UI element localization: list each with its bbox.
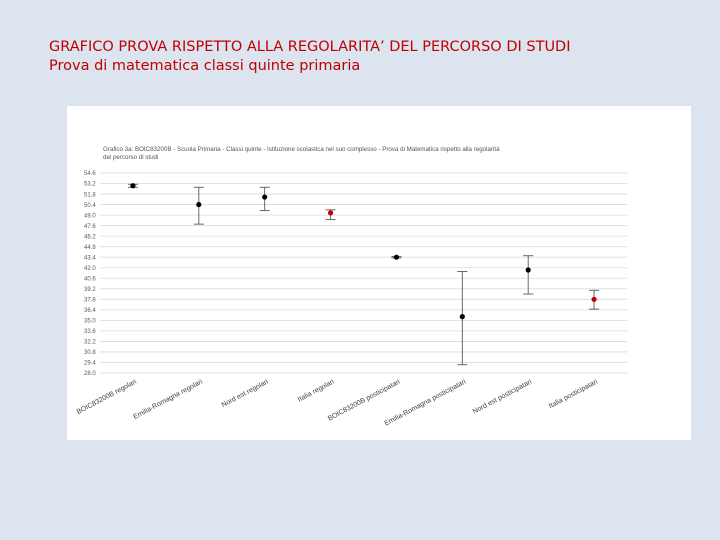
chart-title-line-2: del percorso di studi bbox=[103, 154, 158, 161]
y-tick-label: 39.2 bbox=[84, 287, 96, 293]
y-tick-label: 36.4 bbox=[84, 308, 96, 314]
y-tick-label: 30.8 bbox=[84, 350, 96, 356]
y-tick-label: 53.2 bbox=[84, 182, 96, 188]
x-category-label: BOIC83200B regolari bbox=[76, 378, 138, 416]
y-tick-label: 32.2 bbox=[84, 340, 96, 346]
y-tick-label: 49.0 bbox=[84, 213, 96, 219]
data-point bbox=[393, 254, 400, 260]
x-category-label: Italia posticipatari bbox=[548, 378, 599, 410]
y-tick-label: 44.8 bbox=[84, 245, 96, 251]
y-tick-label: 33.6 bbox=[84, 329, 96, 335]
chart-panel: Grafico 3a: BOIC83200B - Scuola Primaria… bbox=[67, 106, 691, 440]
y-tick-label: 37.8 bbox=[84, 298, 96, 304]
data-point bbox=[591, 296, 597, 302]
chart-title-line-1: Grafico 3a: BOIC83200B - Scuola Primaria… bbox=[103, 146, 500, 153]
y-tick-label: 54.6 bbox=[84, 171, 96, 177]
slide-title-line-2: Prova di matematica classi quinte primar… bbox=[49, 58, 361, 74]
chart-svg: Grafico 3a: BOIC83200B - Scuola Primaria… bbox=[76, 146, 627, 428]
y-tick-label: 43.4 bbox=[84, 255, 96, 261]
x-category-label: BOIC83200B posticipatari bbox=[327, 378, 402, 422]
x-category-label: Italia regolari bbox=[297, 378, 336, 403]
y-tick-label: 29.4 bbox=[84, 361, 96, 367]
data-point bbox=[327, 210, 334, 216]
y-tick-label: 47.6 bbox=[84, 224, 96, 230]
data-point bbox=[525, 267, 531, 273]
data-point bbox=[130, 183, 136, 189]
y-tick-label: 46.2 bbox=[84, 234, 96, 240]
y-tick-label: 51.8 bbox=[84, 192, 96, 198]
y-tick-label: 40.6 bbox=[84, 276, 96, 282]
data-point bbox=[459, 314, 465, 320]
slide-title-line-1: GRAFICO PROVA RISPETTO ALLA REGOLARITA’ … bbox=[49, 39, 571, 55]
x-category-label: Emilia-Romagna regolari bbox=[132, 378, 204, 421]
y-tick-label: 35.0 bbox=[84, 319, 96, 325]
y-tick-label: 42.0 bbox=[84, 266, 96, 272]
data-point bbox=[262, 194, 268, 200]
x-category-label: Nord est regolari bbox=[221, 378, 270, 409]
x-category-label: Nord est posticipatari bbox=[472, 378, 534, 415]
y-tick-label: 50.4 bbox=[84, 203, 96, 209]
slide-title: GRAFICO PROVA RISPETTO ALLA REGOLARITA’ … bbox=[49, 38, 571, 76]
data-point bbox=[196, 201, 202, 208]
y-tick-label: 28.0 bbox=[84, 371, 96, 377]
